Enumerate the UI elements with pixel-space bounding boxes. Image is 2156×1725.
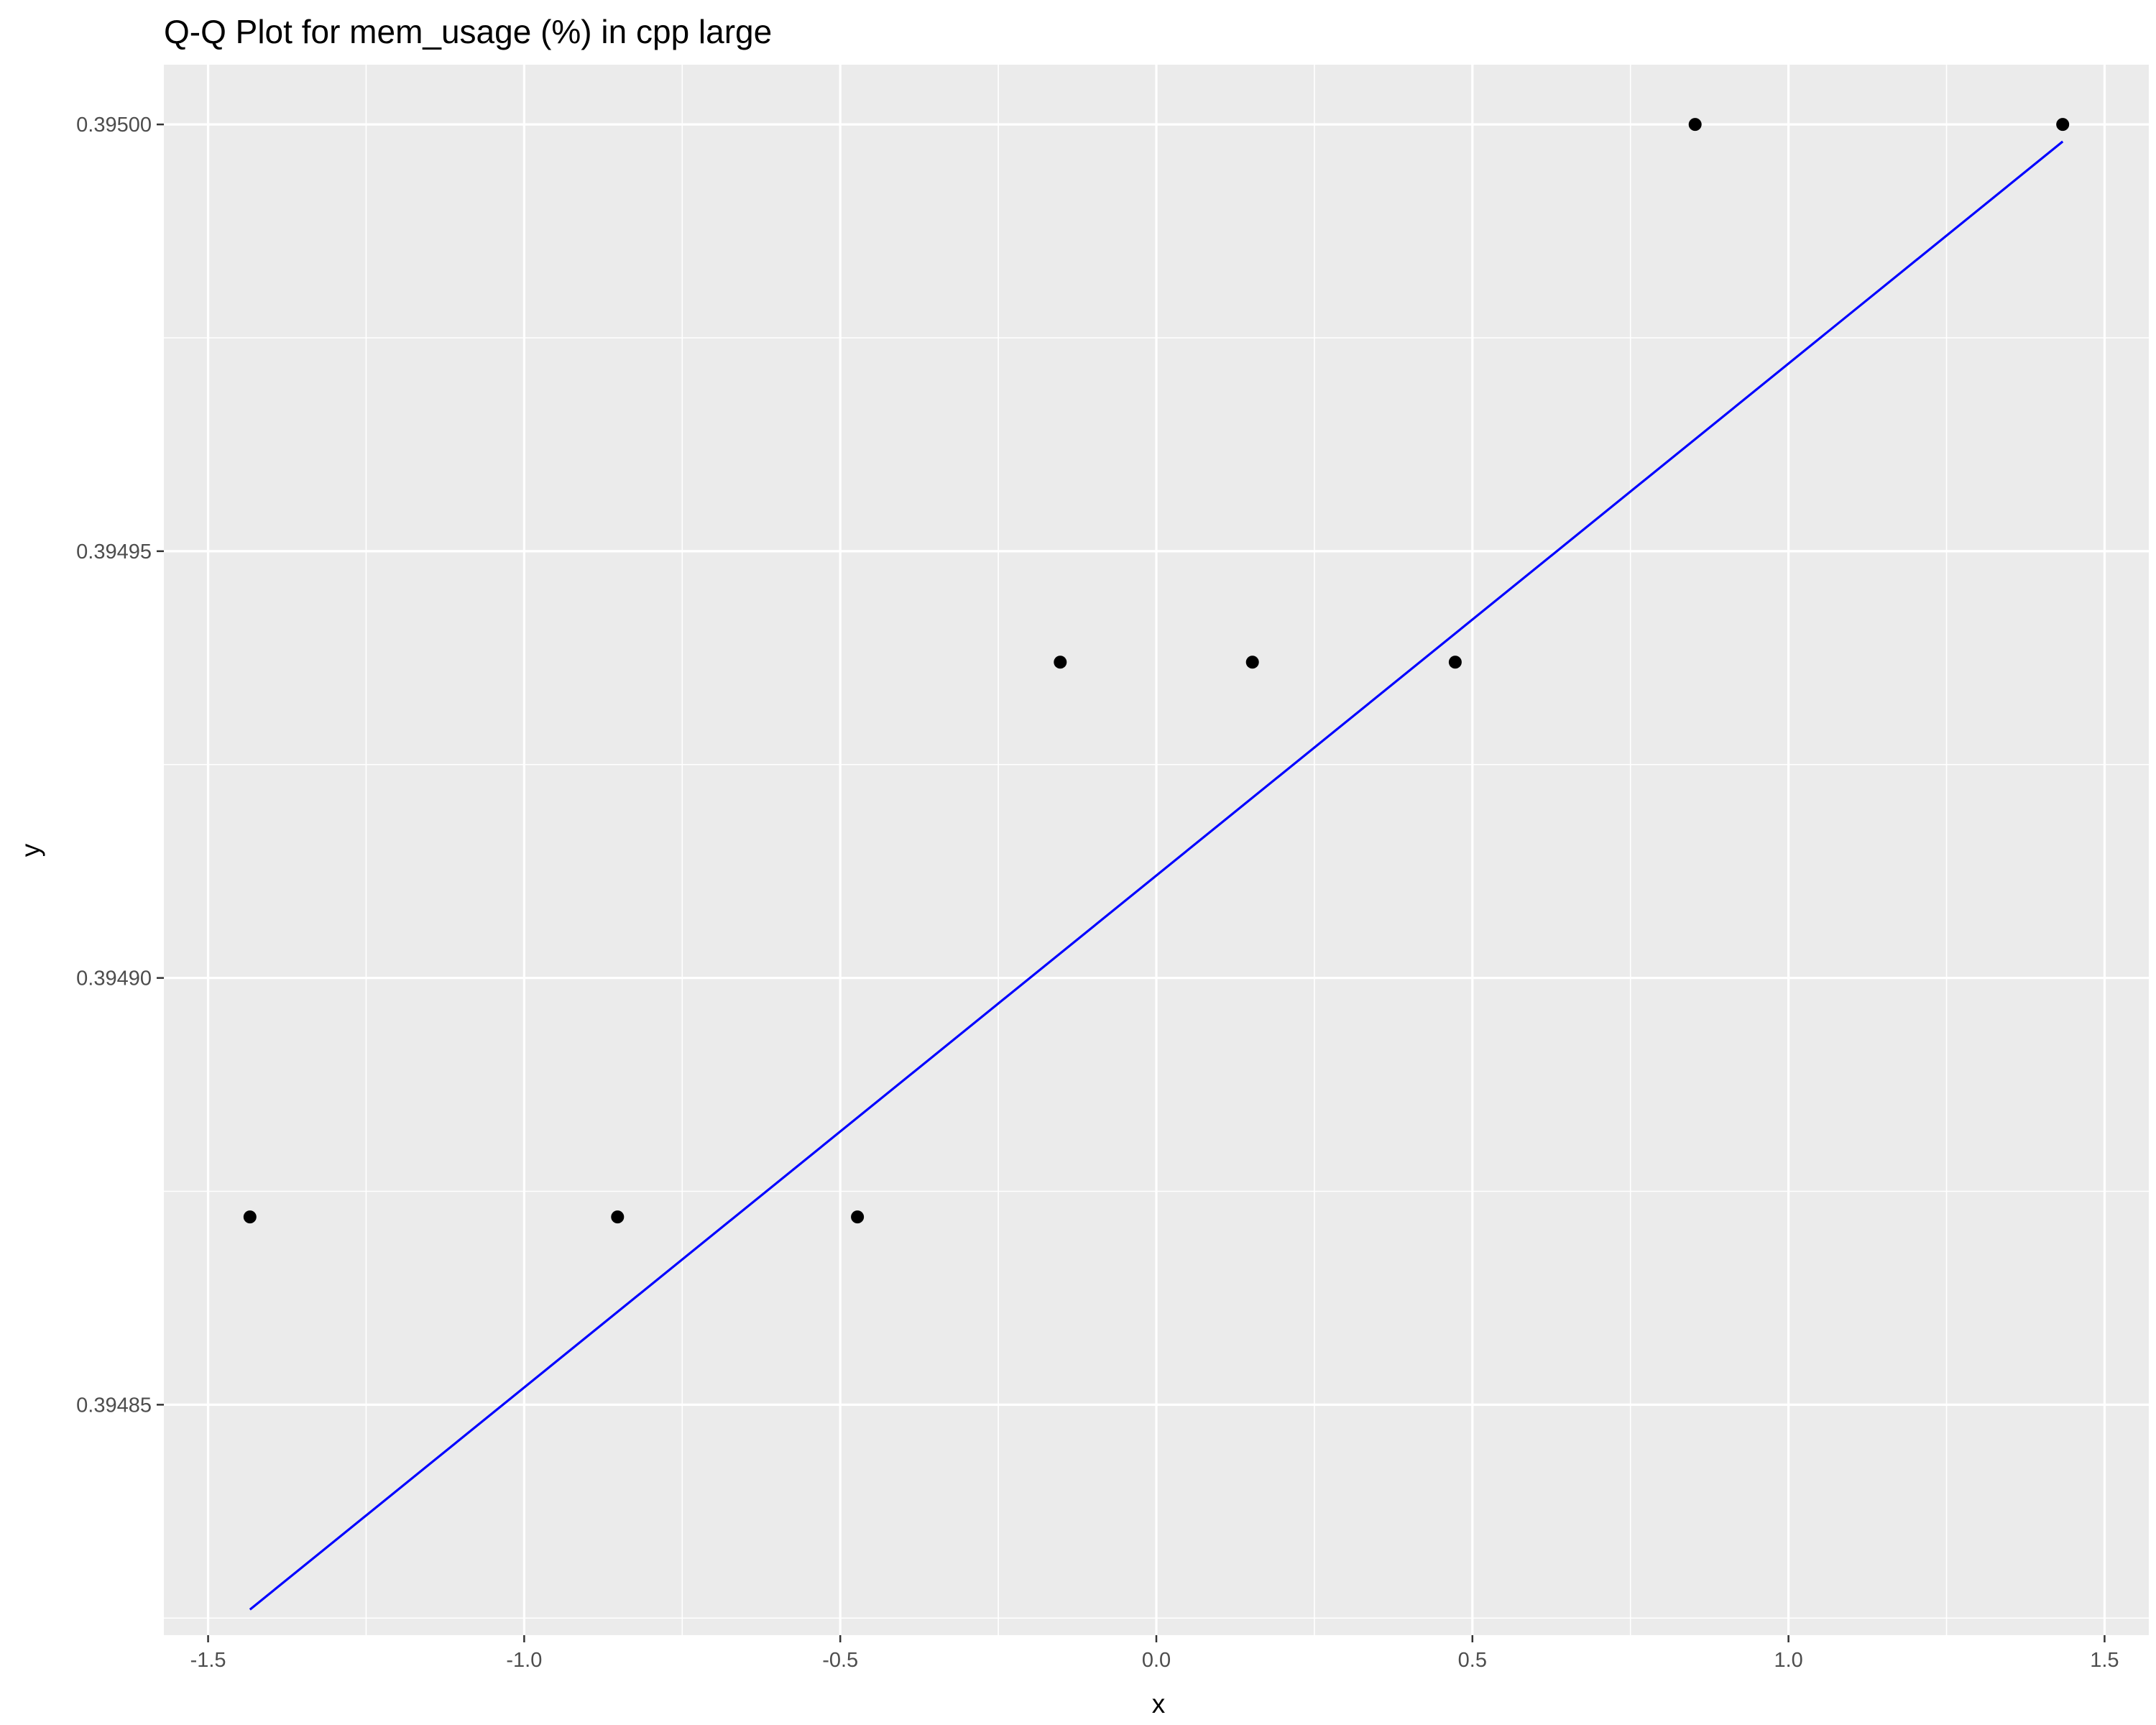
reference-line-group — [249, 140, 2064, 1611]
x-axis: -1.5 -1.0 -0.5 0.0 0.5 1.0 1.5 — [190, 1635, 2119, 1672]
data-point — [1688, 118, 1702, 132]
x-tick-label: 0.0 — [1142, 1649, 1171, 1672]
x-axis-title: x — [1152, 1689, 1166, 1719]
y-tick-label: 0.39485 — [76, 1394, 152, 1417]
x-tick-label: 1.5 — [2090, 1649, 2119, 1672]
x-tick-label: -1.5 — [190, 1649, 226, 1672]
y-axis: 0.39485 0.39490 0.39495 0.39500 — [76, 114, 164, 1417]
data-point — [243, 1210, 257, 1224]
x-tick-label: -0.5 — [822, 1649, 858, 1672]
data-point — [851, 1210, 865, 1224]
x-tick-label: 0.5 — [1458, 1649, 1487, 1672]
data-point — [2056, 118, 2070, 132]
data-point — [1245, 656, 1259, 669]
x-tick-label: -1.0 — [506, 1649, 542, 1672]
chart-title: Q-Q Plot for mem_usage (%) in cpp large — [164, 13, 772, 50]
data-point — [1448, 656, 1462, 669]
x-tick-label: 1.0 — [1774, 1649, 1802, 1672]
major-gridlines — [164, 65, 2149, 1635]
qq-reference-line — [249, 140, 2064, 1611]
data-point — [611, 1210, 625, 1224]
y-tick-label: 0.39490 — [76, 967, 152, 990]
data-points — [243, 118, 2070, 1224]
y-axis-title: y — [16, 843, 45, 857]
y-tick-label: 0.39500 — [76, 114, 152, 137]
data-point — [1054, 656, 1067, 669]
y-tick-label: 0.39495 — [76, 540, 152, 564]
